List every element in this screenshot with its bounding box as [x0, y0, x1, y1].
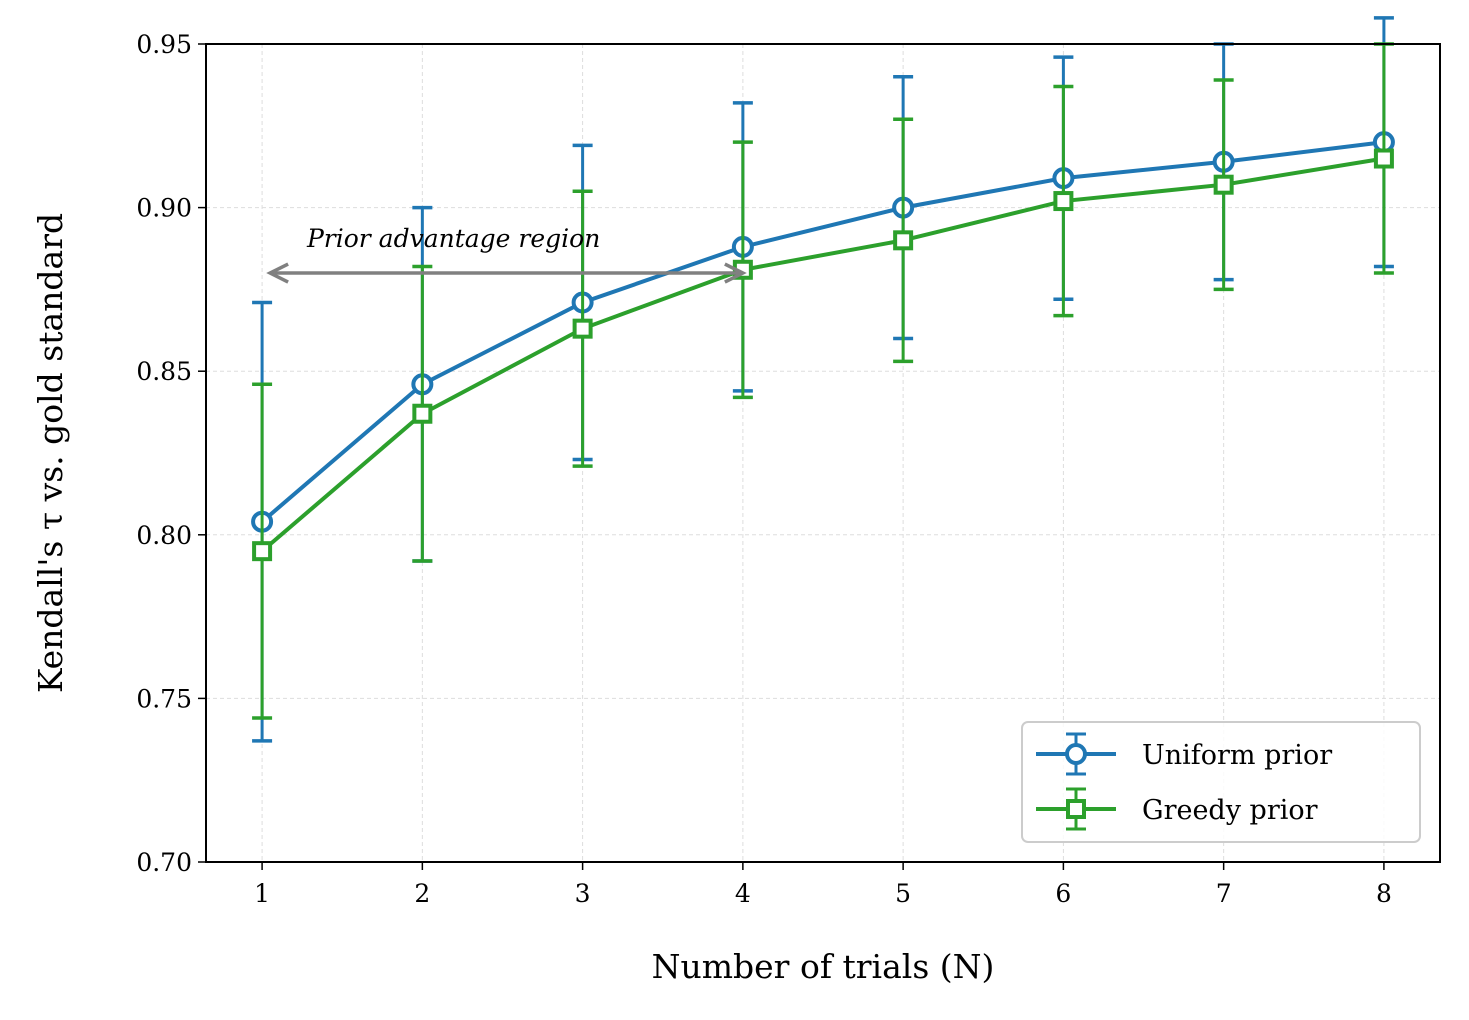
series-greedy-prior: [252, 42, 1394, 720]
y-tick-label: 0.80: [136, 521, 192, 550]
x-tick-label: 8: [1376, 879, 1392, 908]
legend-marker: [1065, 743, 1087, 765]
series-layer: [251, 16, 1395, 743]
data-point: [572, 318, 593, 339]
plot-frame: [205, 43, 1441, 863]
y-axis-label: Kendall's τ vs. gold standard: [31, 213, 70, 693]
data-point: [1213, 174, 1234, 195]
legend-marker: [1066, 799, 1086, 819]
y-tick-label: 0.85: [136, 357, 192, 386]
data-point: [252, 541, 273, 562]
data-point: [893, 230, 914, 251]
data-point: [412, 403, 433, 424]
axis-ticks: 1 2 3 4 5 6 7 8 0.70 0.75 0.80 0.85 0.90 0.95: [136, 30, 1392, 908]
series-line: [260, 140, 1385, 524]
y-tick-label: 0.75: [136, 684, 192, 713]
x-axis-label: Number of trials (N): [652, 947, 995, 986]
x-tick-label: 7: [1216, 879, 1232, 908]
data-point: [1053, 191, 1074, 212]
x-tick-label: 6: [1055, 879, 1071, 908]
legend-label: Greedy prior: [1142, 795, 1318, 826]
data-point: [1373, 148, 1394, 169]
x-tick-label: 3: [575, 879, 591, 908]
legend-label: Uniform prior: [1142, 740, 1332, 771]
legend: Uniform prior Greedy prior: [1021, 721, 1421, 843]
y-tick-label: 0.70: [136, 848, 192, 877]
x-tick-label: 4: [735, 879, 751, 908]
x-tick-label: 2: [414, 879, 430, 908]
annotation-arrow-head: [724, 262, 747, 284]
y-tick-label: 0.95: [136, 30, 192, 59]
x-tick-label: 1: [254, 879, 270, 908]
series-line: [260, 156, 1385, 553]
legend-box: [1021, 721, 1421, 843]
x-tick-label: 5: [895, 879, 911, 908]
annotation-text: Prior advantage region: [306, 224, 600, 253]
annotation: Prior advantage region: [266, 224, 747, 284]
y-tick-label: 0.90: [136, 194, 192, 223]
annotation-arrow-head: [266, 262, 289, 284]
